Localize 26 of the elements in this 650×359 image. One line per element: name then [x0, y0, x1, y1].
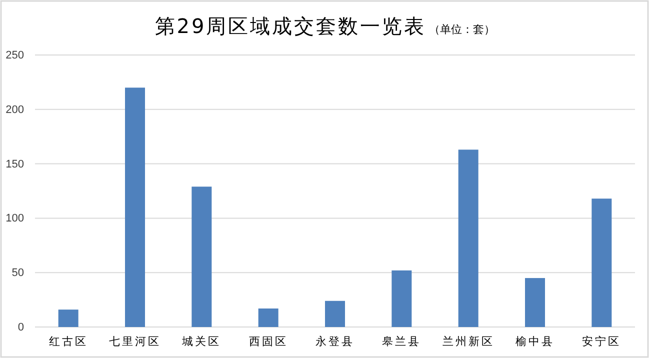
- x-tick-label: 西固区: [248, 336, 288, 348]
- x-tick-label: 红古区: [48, 334, 88, 348]
- bar: [592, 198, 612, 327]
- y-tick-label: 100: [6, 212, 24, 225]
- bar: [392, 270, 412, 327]
- bar: [192, 186, 212, 327]
- y-tick-label: 150: [6, 158, 24, 170]
- x-tick-label: 永登县: [316, 334, 354, 348]
- bar: [525, 278, 545, 327]
- x-tick-label: 安宁区: [582, 334, 622, 348]
- y-tick-label: 250: [6, 50, 24, 62]
- bar: [58, 310, 78, 327]
- bar: [325, 300, 345, 327]
- y-tick-label: 50: [12, 267, 24, 280]
- bar: [258, 308, 278, 327]
- chart-title: 第29周区域成交套数一览表: [154, 14, 426, 38]
- y-tick-label: 0: [18, 322, 24, 334]
- x-tick-label: 兰州新区: [442, 334, 494, 348]
- x-tick-label: 七里河区: [109, 334, 161, 348]
- x-tick-label: 城关区: [181, 334, 222, 348]
- bar: [458, 150, 478, 327]
- y-tick-label: 200: [6, 104, 24, 116]
- chart-subtitle: （单位：套）: [429, 23, 496, 36]
- x-tick-label: 皋兰县: [382, 334, 422, 348]
- bar: [125, 88, 145, 327]
- x-tick-label: 榆中县: [516, 334, 554, 348]
